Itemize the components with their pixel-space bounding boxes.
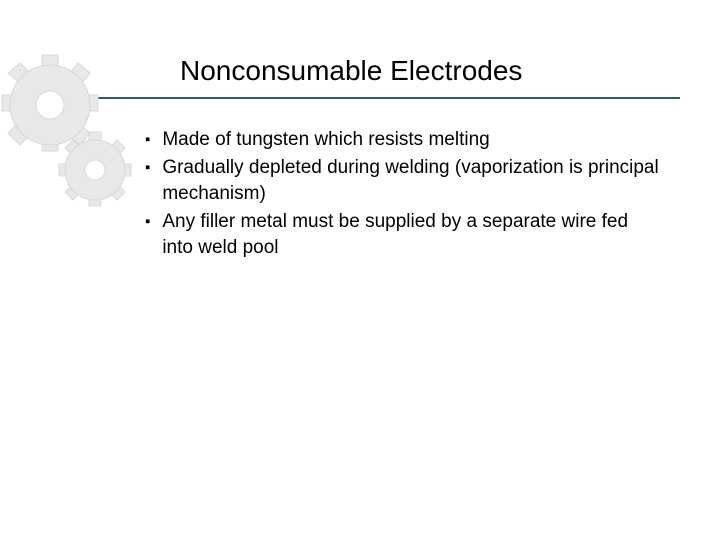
bullet-text: Made of tungsten which resists melting: [162, 127, 489, 153]
bullet-item: ▪ Any filler metal must be supplied by a…: [145, 209, 660, 261]
bullet-item: ▪ Made of tungsten which resists melting: [145, 127, 660, 153]
gear-decoration: [0, 50, 150, 235]
page-title: Nonconsumable Electrodes: [180, 55, 680, 87]
bullet-text: Any filler metal must be supplied by a s…: [162, 209, 660, 261]
bullet-item: ▪ Gradually depleted during welding (vap…: [145, 155, 660, 207]
gears-icon: [0, 50, 150, 230]
bullet-text: Gradually depleted during welding (vapor…: [162, 155, 660, 207]
